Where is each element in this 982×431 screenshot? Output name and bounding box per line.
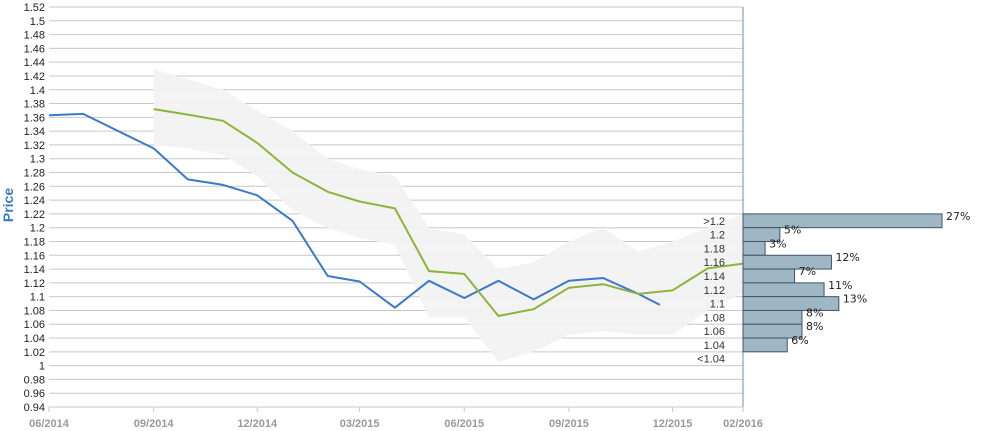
y-tick-label: 0.96 bbox=[24, 388, 45, 400]
y-tick-label: 1.08 bbox=[24, 305, 45, 317]
distribution-category-label: 1.14 bbox=[704, 271, 725, 283]
distribution-bar bbox=[742, 254, 832, 270]
y-tick-label: 1.38 bbox=[24, 99, 45, 111]
distribution-bar bbox=[742, 268, 796, 284]
distribution-percent-label: 8% bbox=[806, 306, 823, 319]
distribution-bars: >1.2 27% 1.2 5% 1.18 3% 1.16 12% 1.14 7% 1.12 11% 1.… bbox=[697, 210, 970, 366]
distribution-percent-label: 13% bbox=[843, 293, 867, 306]
distribution-percent-label: 8% bbox=[806, 320, 823, 333]
x-tick-label: 06/2015 bbox=[444, 418, 484, 430]
distribution-category-label: >1.2 bbox=[703, 216, 725, 228]
x-axis-ticks: 06/2014 09/2014 12/2014 03/2015 06/2015 09/20… bbox=[29, 407, 763, 430]
distribution-percent-label: 11% bbox=[828, 279, 852, 292]
y-tick-label: 1.18 bbox=[24, 236, 45, 248]
distribution-percent-label: 12% bbox=[835, 251, 859, 264]
y-tick-label: 1.5 bbox=[30, 16, 45, 28]
x-tick-label: 02/2016 bbox=[723, 418, 763, 430]
y-tick-label: 1.04 bbox=[24, 333, 45, 345]
distribution-category-label: <1.04 bbox=[697, 354, 725, 366]
y-tick-label: 1.2 bbox=[30, 223, 45, 235]
y-tick-label: 1.14 bbox=[24, 264, 45, 276]
y-tick-label: 1.06 bbox=[24, 319, 45, 331]
x-tick-label: 03/2015 bbox=[340, 418, 380, 430]
x-tick-label: 09/2015 bbox=[549, 418, 589, 430]
y-tick-label: 1.52 bbox=[24, 2, 45, 14]
distribution-bar bbox=[742, 240, 766, 256]
y-tick-label: 1.1 bbox=[30, 292, 45, 304]
x-tick-label: 12/2014 bbox=[237, 418, 278, 430]
y-tick-label: 1.22 bbox=[24, 209, 45, 221]
y-tick-label: 1 bbox=[39, 361, 45, 373]
y-axis-ticks: 0.94 0.96 0.981 1.02 1.04 1.06 1.081.1 1.12 1.14… bbox=[24, 2, 45, 414]
y-tick-label: 1.4 bbox=[30, 85, 45, 97]
y-tick-label: 0.94 bbox=[24, 402, 45, 414]
distribution-bar bbox=[742, 296, 840, 311]
y-tick-label: 1.24 bbox=[24, 195, 45, 207]
y-tick-label: 1.32 bbox=[24, 140, 45, 152]
y-tick-label: 1.16 bbox=[24, 250, 45, 262]
y-tick-label: 0.98 bbox=[24, 374, 45, 386]
distribution-percent-label: 27% bbox=[946, 210, 970, 223]
y-tick-label: 1.48 bbox=[24, 30, 45, 42]
distribution-category-label: 1.18 bbox=[704, 243, 725, 255]
distribution-bar bbox=[742, 337, 788, 353]
distribution-percent-label: 3% bbox=[769, 237, 786, 250]
series-line-2 bbox=[153, 108, 749, 317]
y-tick-label: 1.42 bbox=[24, 71, 45, 83]
distribution-category-label: 1.1 bbox=[710, 299, 725, 311]
y-tick-label: 1.02 bbox=[24, 347, 45, 359]
y-tick-label: 1.34 bbox=[24, 126, 45, 138]
distribution-bar bbox=[742, 309, 803, 325]
distribution-percent-label: 6% bbox=[791, 334, 808, 347]
y-tick-label: 1.46 bbox=[24, 43, 45, 55]
distribution-percent-label: 7% bbox=[799, 265, 816, 278]
distribution-percent-label: 5% bbox=[784, 224, 801, 237]
forecast-band-area bbox=[153, 69, 743, 363]
series-line-1 bbox=[48, 112, 661, 309]
x-tick-label: 12/2015 bbox=[653, 418, 693, 430]
distribution-bar bbox=[742, 213, 943, 229]
y-tick-label: 1.44 bbox=[24, 57, 45, 69]
y-tick-label: 1.28 bbox=[24, 168, 45, 180]
x-tick-label: 09/2014 bbox=[134, 418, 175, 430]
y-tick-label: 1.12 bbox=[24, 278, 45, 290]
y-tick-label: 1.26 bbox=[24, 181, 45, 193]
distribution-category-label: 1.08 bbox=[704, 312, 725, 324]
series-lines bbox=[48, 108, 749, 317]
distribution-category-label: 1.06 bbox=[704, 326, 725, 338]
distribution-bar bbox=[742, 282, 825, 298]
forecast-range-band bbox=[153, 69, 743, 363]
distribution-category-label: 1.12 bbox=[704, 285, 725, 297]
distribution-category-label: 1.16 bbox=[704, 257, 725, 269]
y-tick-label: 1.3 bbox=[30, 154, 45, 166]
y-axis-label: Price bbox=[0, 188, 16, 222]
x-tick-label: 06/2014 bbox=[29, 418, 70, 430]
y-tick-label: 1.36 bbox=[24, 112, 45, 124]
distribution-category-label: 1.04 bbox=[704, 340, 725, 352]
distribution-category-label: 1.2 bbox=[710, 230, 725, 242]
